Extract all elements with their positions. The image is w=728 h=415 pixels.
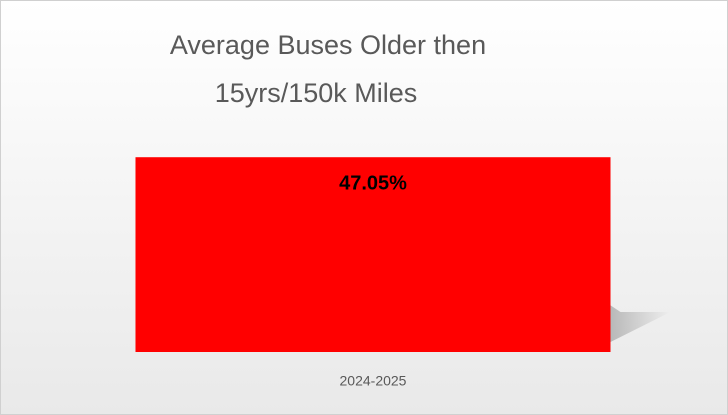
bar [135, 157, 611, 352]
data-label: 47.05% [339, 172, 407, 194]
chart-title: 15yrs/150k Miles [215, 78, 418, 108]
chart-title: Average Buses Older then [170, 30, 486, 60]
x-tick-label: 2024-2025 [340, 373, 407, 389]
